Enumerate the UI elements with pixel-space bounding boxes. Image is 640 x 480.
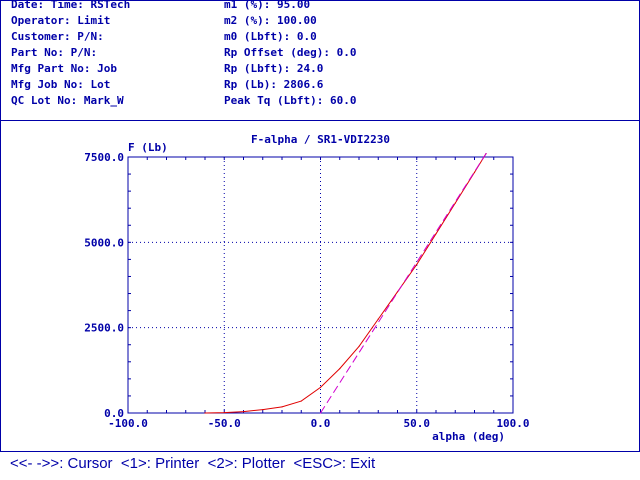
curve-point [358, 345, 360, 348]
header-mfg-job-no: Mfg Job No: Lot [11, 78, 111, 91]
header-peak-tq: Peak Tq (Lbft): 60.0 [224, 94, 357, 107]
curve-point [416, 263, 418, 266]
x-tick-label: 50.0 [404, 417, 431, 430]
header-rp-offset: Rp Offset (deg): 0.0 [224, 46, 357, 59]
curve-point [377, 318, 379, 320]
curve-point [339, 368, 341, 370]
series-measured-curve [204, 153, 487, 414]
header-rp-lbft: Rp (Lbft): 24.0 [224, 62, 324, 75]
curve-point [473, 171, 476, 173]
header-mfg-part-no: Mfg Part No: Job [11, 62, 117, 75]
header-date-time: Date: Time: RSTech [11, 0, 131, 11]
curve-point [242, 411, 245, 413]
y-tick-label: 5000.0 [84, 236, 124, 249]
header-m1: m1 (%): 95.00 [224, 0, 311, 11]
fit-line-point [485, 152, 487, 155]
fit-line-point [319, 412, 322, 414]
curve-point [262, 408, 264, 411]
y-tick-label: 0.0 [104, 407, 124, 420]
x-tick-label: -100.0 [108, 417, 148, 430]
y-tick-label: 2500.0 [84, 322, 124, 335]
header-customer: Customer: P/N: [11, 30, 104, 43]
curve-point [281, 406, 283, 408]
footer-key-help: <<- ->>: Cursor <1>: Printer <2>: Plotte… [10, 455, 376, 472]
y-tick-label: 7500.0 [84, 151, 124, 164]
curve-point [435, 233, 437, 235]
curve-point [319, 386, 322, 388]
header-m2: m2 (%): 100.00 [224, 14, 317, 27]
x-tick-label: -50.0 [208, 417, 241, 430]
chart-title: F-alpha / SR1-VDI2230 [251, 133, 390, 146]
header-qc-lot-no: QC Lot No: Mark_W [11, 94, 124, 107]
header-separator [0, 120, 640, 121]
curve-point [396, 291, 399, 293]
x-tick-label: 100.0 [496, 417, 529, 430]
header-rp-lb: Rp (Lb): 2806.6 [224, 78, 324, 91]
curve-point [454, 202, 456, 204]
series-fit-line [320, 153, 487, 414]
header-part-no: Part No: P/N: [11, 46, 98, 59]
x-axis-label: alpha (deg) [432, 430, 505, 443]
curve-point [300, 400, 302, 402]
curve-point [223, 412, 225, 414]
curve-point [204, 412, 206, 414]
y-axis-label: F (Lb) [128, 141, 168, 154]
header-operator: Operator: Limit [11, 14, 111, 27]
x-tick-label: 0.0 [311, 417, 331, 430]
header-m0: m0 (Lbft): 0.0 [224, 30, 317, 43]
